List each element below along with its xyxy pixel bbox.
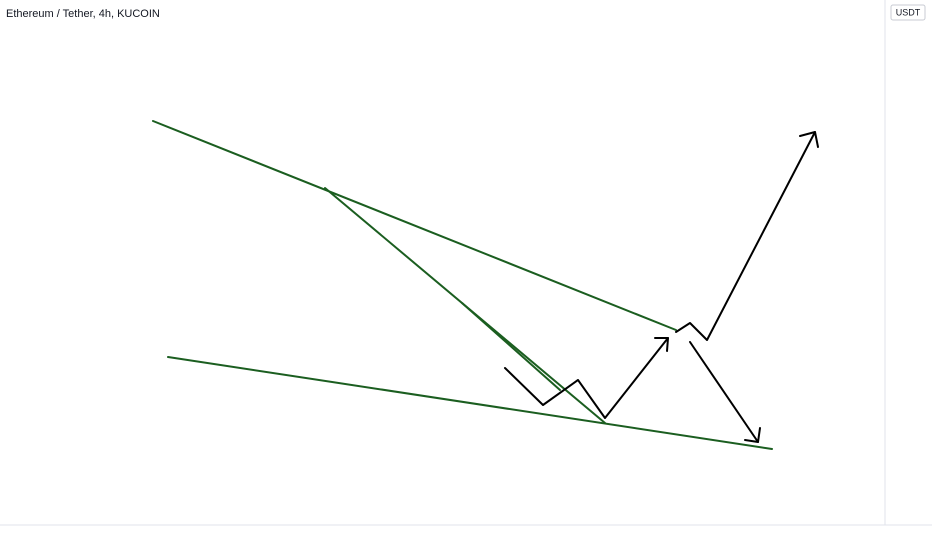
- arrow-head: [799, 131, 819, 148]
- projection-arrow: [675, 131, 816, 341]
- arrow-head: [744, 427, 761, 443]
- drawings: [152, 120, 819, 450]
- trend-line: [167, 356, 773, 450]
- trend-line: [152, 120, 677, 331]
- arrow-head: [654, 337, 669, 352]
- projection-arrow: [504, 337, 669, 419]
- price-axis: [885, 0, 932, 550]
- trend-line: [461, 302, 561, 391]
- projection-arrow: [689, 341, 759, 443]
- currency: USDT: [896, 7, 921, 17]
- time-axis: [0, 525, 932, 550]
- currency-badge: [890, 4, 926, 21]
- chart-title: Ethereum / Tether, 4h, KUCOIN: [6, 8, 160, 20]
